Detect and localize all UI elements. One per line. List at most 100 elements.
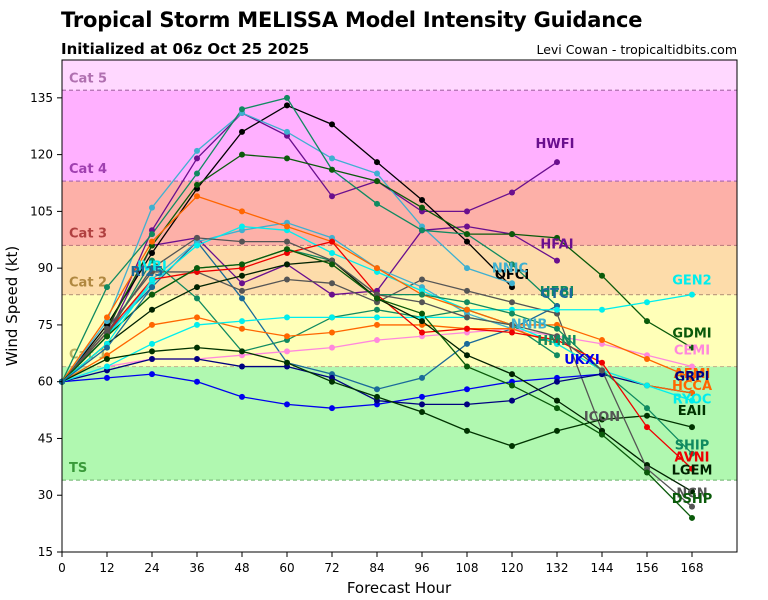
data-point-grpi [239, 363, 245, 370]
data-point-hcca [194, 314, 200, 321]
data-point-hwfi [329, 193, 335, 200]
series-label-ri25: RI25 [131, 265, 164, 280]
y-tick-label: 15 [38, 545, 53, 559]
data-point-avni [644, 424, 650, 431]
data-point-avni [599, 359, 605, 366]
data-point-eaii [104, 355, 110, 362]
series-label-ukxi: UKXI [564, 353, 600, 368]
data-point-icon [464, 287, 470, 294]
data-point-dshp [554, 405, 560, 412]
data-point-gdmi [554, 234, 560, 241]
data-point-ofci [419, 197, 425, 204]
data-point-avni [329, 238, 335, 245]
data-point-gen2 [599, 306, 605, 313]
data-point-nnic [194, 147, 200, 154]
x-tick-label: 0 [58, 561, 66, 575]
x-tick-label: 120 [501, 561, 524, 575]
data-point-gen2 [194, 242, 200, 249]
data-point-ofci [329, 121, 335, 128]
data-point-eaii [194, 344, 200, 351]
series-label-nnib: NNIB [511, 317, 548, 332]
data-point-nnic [374, 170, 380, 177]
data-point-ncn [554, 333, 560, 340]
data-point-gen2 [554, 306, 560, 313]
data-point-eaii [284, 359, 290, 366]
band-cat-3 [62, 181, 737, 246]
data-point-aemi [374, 265, 380, 272]
x-tick-label: 60 [279, 561, 294, 575]
x-tick-label: 12 [99, 561, 114, 575]
data-point-ukxi [329, 405, 335, 412]
data-point-ukxi [464, 386, 470, 393]
y-tick-label: 75 [38, 318, 53, 332]
data-point-lgem [284, 261, 290, 268]
data-point-dshp [239, 261, 245, 268]
y-tick-label: 60 [38, 375, 53, 389]
data-point-hcca [374, 321, 380, 328]
data-point-hfai [464, 223, 470, 230]
x-tick-label: 84 [369, 561, 384, 575]
data-point-hfbi [104, 284, 110, 291]
data-point-eaii [419, 408, 425, 415]
data-point-aemi [194, 193, 200, 200]
data-point-ukxi [284, 401, 290, 408]
data-point-cemi [329, 344, 335, 351]
data-point-cemi [374, 337, 380, 344]
y-tick-label: 45 [38, 431, 53, 445]
data-point-ship [509, 310, 515, 317]
data-point-ukxi [419, 393, 425, 400]
data-point-ofci [239, 128, 245, 135]
data-point-gdmi [644, 318, 650, 325]
data-point-gdmi [419, 204, 425, 211]
data-point-nnic [509, 280, 515, 287]
data-point-hfbi [374, 200, 380, 207]
x-tick-label: 144 [591, 561, 614, 575]
data-point-aemi [149, 238, 155, 245]
data-point-hcca [689, 390, 695, 397]
data-point-dshp [419, 310, 425, 317]
x-tick-label: 24 [144, 561, 159, 575]
data-point-ncn [419, 299, 425, 306]
data-point-hcca [239, 325, 245, 332]
data-point-cemi [284, 348, 290, 355]
data-point-icon [239, 287, 245, 294]
x-tick-label: 132 [546, 561, 569, 575]
data-point-ryoc [329, 314, 335, 321]
data-point-hmni [194, 295, 200, 302]
data-point-eaii [329, 378, 335, 385]
data-point-ryoc [194, 321, 200, 328]
data-point-ctci [239, 295, 245, 302]
series-label-eaii: EAII [678, 404, 707, 419]
data-point-ri25 [149, 284, 155, 291]
data-point-dshp [644, 469, 650, 476]
data-point-dshp [464, 363, 470, 370]
data-point-aemi [689, 374, 695, 381]
data-point-hfai [329, 291, 335, 298]
data-point-ncn [689, 503, 695, 510]
data-point-aemi [104, 314, 110, 321]
band-cat-4 [62, 90, 737, 182]
data-point-ryoc [104, 363, 110, 370]
data-point-nnic [329, 155, 335, 162]
data-point-eaii [464, 427, 470, 434]
data-point-gdmi [689, 344, 695, 351]
series-label-cemi: CEMI [674, 344, 710, 359]
data-point-gdmi [374, 178, 380, 185]
data-point-hwfi [554, 159, 560, 166]
data-point-ship [644, 405, 650, 412]
data-point-eaii [599, 416, 605, 423]
data-point-aemi [644, 355, 650, 362]
data-point-ship [554, 325, 560, 332]
data-point-ryoc [239, 318, 245, 325]
data-point-dshp [149, 291, 155, 298]
series-label-icon: ICON [584, 410, 620, 425]
data-point-gdmi [329, 166, 335, 173]
data-point-icon [329, 280, 335, 287]
series-points [59, 94, 695, 521]
chart-credit: Levi Cowan - tropicaltidbits.com [536, 42, 737, 57]
data-point-aemi [284, 223, 290, 230]
data-point-lgem [239, 272, 245, 279]
data-point-eaii [149, 348, 155, 355]
